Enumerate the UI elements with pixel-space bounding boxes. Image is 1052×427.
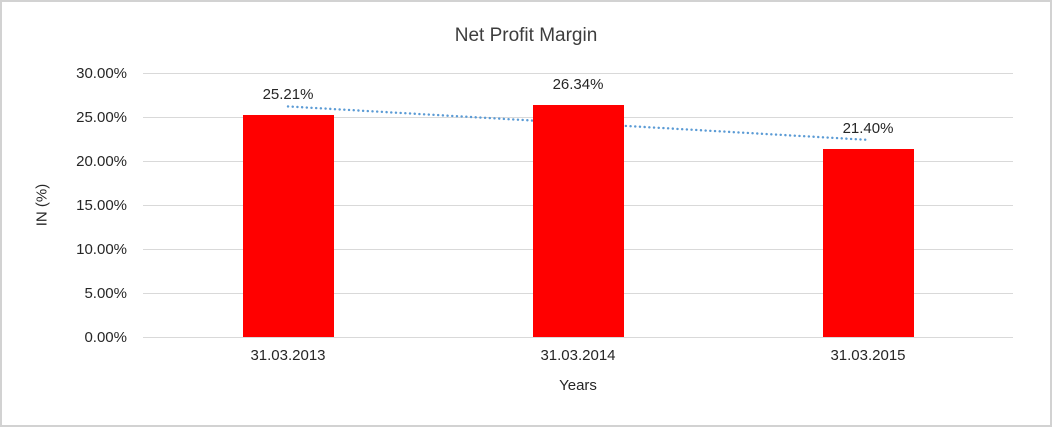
- bar-31.03.2014[interactable]: [532, 105, 624, 337]
- x-tick-label: 31.03.2015: [830, 347, 906, 364]
- y-tick-label: 20.00%: [76, 152, 127, 170]
- bar-value-label: 26.34%: [552, 76, 604, 94]
- x-tick-label: 31.03.2013: [250, 347, 326, 364]
- y-tick-label: 0.00%: [84, 328, 127, 346]
- y-tick-label: 15.00%: [76, 196, 127, 214]
- bar-31.03.2015[interactable]: [822, 148, 914, 337]
- bar-value-label: 21.40%: [842, 119, 894, 137]
- gridline: [143, 336, 1013, 338]
- x-axis-title: Years: [559, 377, 597, 394]
- y-tick-label: 5.00%: [84, 284, 127, 302]
- chart-title: Net Profit Margin: [454, 25, 598, 46]
- y-tick-label: 10.00%: [76, 240, 127, 258]
- bar-value-label: 25.21%: [262, 86, 314, 104]
- gridline: [143, 72, 1013, 74]
- x-tick-label: 31.03.2014: [540, 347, 616, 364]
- y-tick-label: 25.00%: [76, 108, 127, 126]
- y-tick-label: 30.00%: [76, 64, 127, 82]
- bar-31.03.2013[interactable]: [242, 115, 334, 337]
